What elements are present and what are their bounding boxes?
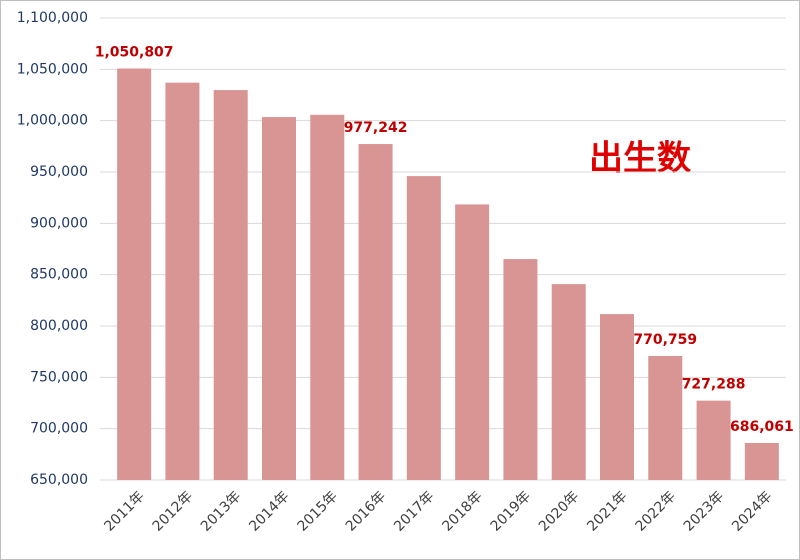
y-tick-label: 650,000: [30, 472, 88, 488]
y-tick-label: 900,000: [30, 215, 88, 231]
y-tick-label: 850,000: [30, 267, 88, 283]
y-tick-label: 750,000: [30, 369, 88, 385]
bar: [648, 356, 683, 480]
bar: [503, 259, 538, 480]
y-tick-label: 950,000: [30, 164, 88, 180]
bar: [455, 204, 490, 480]
bar: [551, 284, 586, 480]
y-tick-label: 800,000: [30, 318, 88, 334]
bar: [262, 117, 296, 480]
value-label: 977,242: [344, 120, 408, 136]
value-label: 686,061: [730, 419, 794, 435]
value-label: 770,759: [633, 332, 697, 348]
y-tick-label: 1,000,000: [17, 113, 88, 129]
bar: [696, 400, 731, 480]
value-label: 1,050,807: [95, 45, 174, 61]
bar: [165, 82, 200, 481]
bar: [358, 144, 393, 480]
bar: [744, 442, 779, 480]
bar: [213, 90, 248, 481]
y-tick-label: 1,100,000: [17, 10, 88, 26]
bar: [600, 314, 634, 480]
bar: [117, 68, 152, 480]
y-tick-label: 1,050,000: [17, 61, 88, 77]
bar: [310, 114, 345, 480]
value-label: 727,288: [682, 377, 746, 393]
y-tick-label: 700,000: [30, 421, 88, 437]
bar: [406, 176, 441, 480]
